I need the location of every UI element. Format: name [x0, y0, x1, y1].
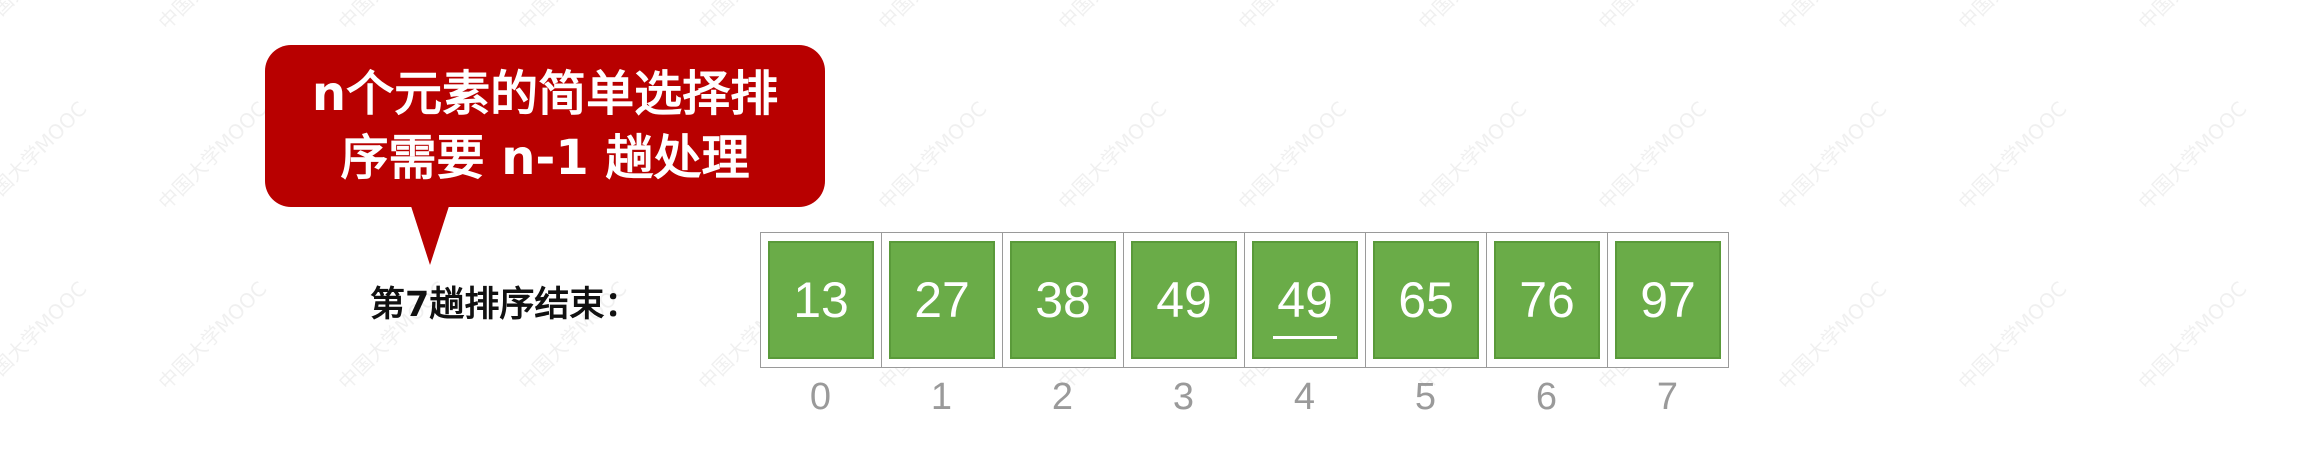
- watermark-text: 中国大学MOOC: [511, 0, 632, 35]
- array-cell-5: 65: [1365, 232, 1487, 368]
- array-cell-2: 38: [1002, 232, 1124, 368]
- watermark-text: 中国大学MOOC: [153, 276, 272, 395]
- array-value-4: 49: [1273, 272, 1337, 339]
- watermark-text: 中国大学MOOC: [1773, 96, 1892, 215]
- array-value-7: 97: [1640, 272, 1696, 328]
- array-cell-3: 49: [1123, 232, 1245, 368]
- array-value-3: 49: [1156, 272, 1212, 328]
- array-index-4: 4: [1293, 376, 1316, 418]
- array-cell-7: 97: [1607, 232, 1729, 368]
- watermark-text: 中国大学MOOC: [1053, 96, 1172, 215]
- array-index-6: 6: [1535, 376, 1558, 418]
- watermark-text: 中国大学MOOC: [1593, 96, 1712, 215]
- array-cell-1: 27: [881, 232, 1003, 368]
- array-cell-0: 13: [760, 232, 882, 368]
- watermark-text: 中国大学MOOC: [0, 96, 92, 215]
- callout-line-2: 序需要 n-1 趟处理: [340, 130, 750, 186]
- watermark-text: 中国大学MOOC: [2131, 0, 2252, 35]
- array-value-2: 38: [1035, 272, 1091, 328]
- watermark-text: 中国大学MOOC: [1591, 0, 1712, 35]
- array-cell-6: 76: [1486, 232, 1608, 368]
- watermark-text: 中国大学MOOC: [871, 0, 992, 35]
- watermark-text: 中国大学MOOC: [1951, 0, 2072, 35]
- array-index-7: 7: [1656, 376, 1679, 418]
- array-value-1: 27: [914, 272, 970, 328]
- pass-label: 第7趟排序结束：: [370, 285, 640, 325]
- array-value-6: 76: [1519, 272, 1575, 328]
- watermark-text: 中国大学MOOC: [2133, 276, 2252, 395]
- watermark-text: 中国大学MOOC: [691, 0, 812, 35]
- callout-tail: [410, 203, 450, 265]
- watermark-text: 中国大学MOOC: [1773, 276, 1892, 395]
- array-index-2: 2: [1051, 376, 1074, 418]
- watermark-text: 中国大学MOOC: [0, 0, 92, 35]
- array-indices: 0 1 2 3 4 5 6 7: [760, 376, 1728, 419]
- watermark-text: 中国大学MOOC: [1771, 0, 1892, 35]
- watermark-text: 中国大学MOOC: [1051, 0, 1172, 35]
- array-value-5: 65: [1398, 272, 1454, 328]
- callout-bubble: n个元素的简单选择排 序需要 n-1 趟处理: [265, 45, 825, 207]
- array-value-0: 13: [793, 272, 849, 328]
- watermark-text: 中国大学MOOC: [153, 96, 272, 215]
- array-index-5: 5: [1414, 376, 1437, 418]
- watermark-text: 中国大学MOOC: [1231, 0, 1352, 35]
- array-cells: 13 27 38 49 49 65 76 97: [760, 232, 1729, 368]
- array-cell-4: 49: [1244, 232, 1366, 368]
- watermark-text: 中国大学MOOC: [0, 276, 92, 395]
- watermark-text: 中国大学MOOC: [1413, 96, 1532, 215]
- watermark-text: 中国大学MOOC: [1411, 0, 1532, 35]
- array-index-0: 0: [809, 376, 832, 418]
- watermark-text: 中国大学MOOC: [1953, 96, 2072, 215]
- watermark-text: 中国大学MOOC: [1233, 96, 1352, 215]
- watermark-text: 中国大学MOOC: [151, 0, 272, 35]
- watermark-text: 中国大学MOOC: [873, 96, 992, 215]
- watermark-text: 中国大学MOOC: [2133, 96, 2252, 215]
- watermark-text: 中国大学MOOC: [331, 0, 452, 35]
- array-index-3: 3: [1172, 376, 1195, 418]
- callout-line-1: n个元素的简单选择排: [311, 66, 779, 122]
- watermark-text: 中国大学MOOC: [1953, 276, 2072, 395]
- array-index-1: 1: [930, 376, 953, 418]
